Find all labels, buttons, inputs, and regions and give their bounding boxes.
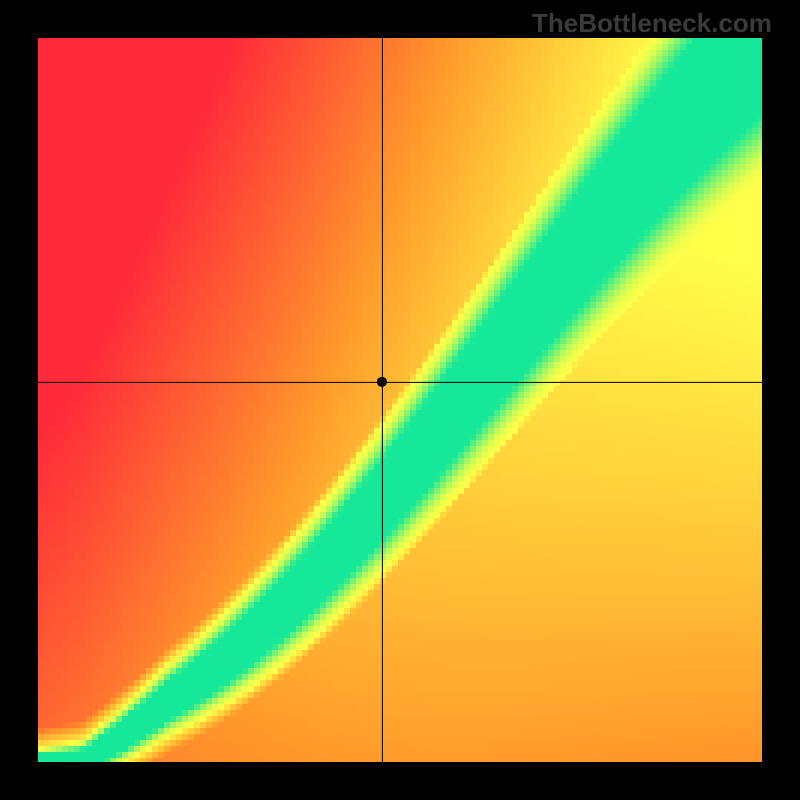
watermark-text: TheBottleneck.com [532,8,772,39]
bottleneck-heatmap [38,38,762,762]
